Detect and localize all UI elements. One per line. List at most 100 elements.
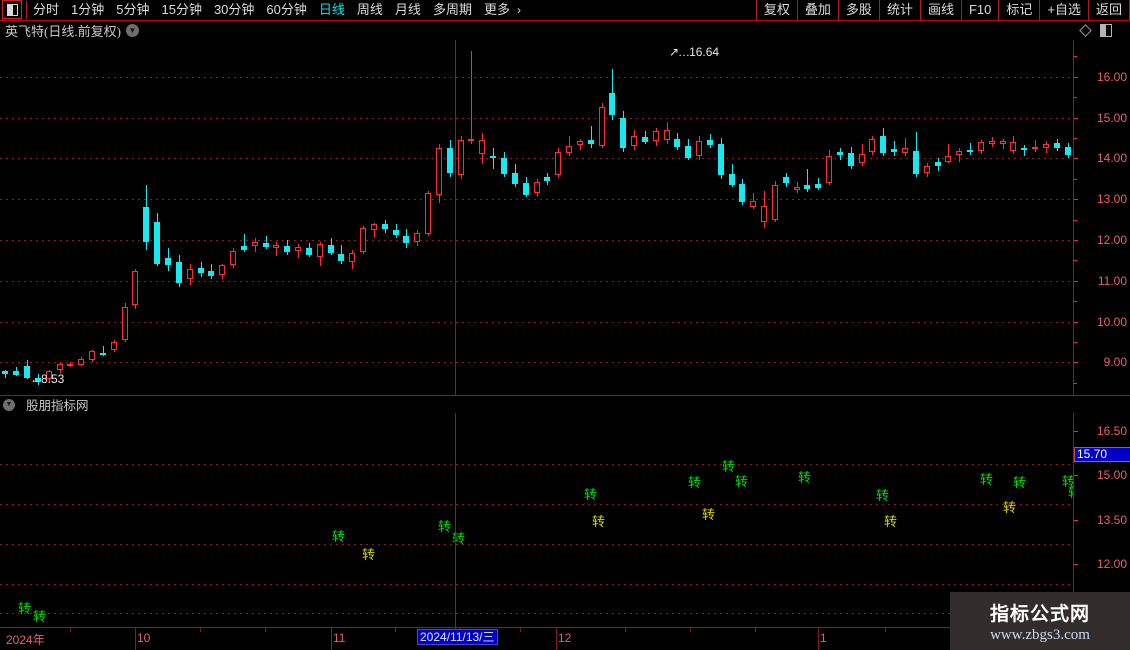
period-tab-2[interactable]: 5分钟 [116,2,150,17]
candlestick-plot[interactable]: ↗…16.64 ←8.53 [0,40,1073,395]
date-minor-tick [520,628,521,632]
toolbar-button-5[interactable]: F10 [960,0,998,20]
candle-body [317,244,323,258]
candle-body [512,172,518,184]
gridline [0,240,1073,241]
period-tab-4[interactable]: 30分钟 [213,2,255,17]
signal-marker: 转 [688,476,702,491]
candle-body [143,207,149,242]
toolbar-button-0[interactable]: 复权 [755,0,797,20]
axis-tick [1074,118,1078,119]
candle-body [122,307,128,340]
axis-tick [1074,240,1078,241]
period-tab-7[interactable]: 周线 [356,2,383,17]
candle-body [609,93,615,116]
candle-body [935,162,941,166]
signal-marker: 转 [584,488,598,503]
candle-body [284,246,290,253]
candle-body [783,176,789,183]
candle-body [501,158,507,174]
candle-wick [244,233,245,253]
split-panel-icon[interactable] [2,0,22,19]
candle-body [772,184,778,220]
indicator-plot[interactable]: 转转转转转转转转转转转转转转转转转转转转 [0,413,1073,635]
chevron-down-circle-icon[interactable]: ▼ [3,398,15,411]
toolbar-button-4[interactable]: 画线 [919,0,961,20]
candle-body [490,156,496,159]
gridline [0,199,1073,200]
candle-body [555,152,561,176]
period-tab-5[interactable]: 60分钟 [266,2,307,17]
candle-body [1054,142,1060,149]
candle-body [1010,142,1016,151]
date-minor-tick [200,628,201,632]
candle-body [295,247,301,252]
toolbar-button-1[interactable]: 叠加 [796,0,838,20]
toolbar-button-7[interactable]: +自选 [1039,0,1088,20]
candle-body [978,142,984,151]
candle-body [436,148,442,196]
toolbar-button-3[interactable]: 统计 [878,0,920,20]
price-axis[interactable]: 16.00 15.00 14.00 13.00 12.00 11.00 10.00 9.00 [1073,40,1130,395]
toolbar-button-2[interactable]: 多股 [837,0,879,20]
page-title: 英飞特(日线.前复权) [5,24,121,39]
period-tab-6[interactable]: 日线 [318,2,345,17]
indicator-panel-header: ▼ 股朋指标网 [0,396,1130,413]
signal-marker: 转 [452,532,466,547]
candle-body [458,139,464,175]
candle-body [577,141,583,146]
period-tab-10[interactable]: 更多 [483,2,510,17]
period-tab-8[interactable]: 月线 [394,2,421,17]
signal-marker: 转 [876,489,890,504]
candle-body [198,267,204,274]
candle-body [468,138,474,142]
signal-marker: 转 [33,610,47,625]
candle-body [46,370,52,380]
date-minor-tick [885,628,886,632]
candle-wick [1003,138,1004,150]
toolbar-button-8[interactable]: 返回 [1087,0,1130,20]
period-tab-9[interactable]: 多周期 [432,2,472,17]
period-tab-0[interactable]: 分时 [33,2,60,17]
date-axis-label: 2024年 [6,633,45,647]
period-tab-1[interactable]: 1分钟 [71,2,105,17]
diamond-icon[interactable] [1079,24,1092,37]
more-chevron-icon[interactable]: › [516,3,521,17]
date-axis[interactable]: 2024年 10 11 12 1 2024/11/13/三 [0,627,1130,650]
candle-body [945,156,951,162]
signal-marker: 转 [362,548,376,563]
candle-wick [374,222,375,238]
period-tab-3[interactable]: 15分钟 [161,2,202,17]
candle-wick [493,148,494,169]
candle-body [761,206,767,222]
gridline [0,281,1073,282]
gridline [0,504,1073,505]
candle-body [956,150,962,156]
indicator-panel: ▼ 股朋指标网 转转转转转转转转转转转转转转转转转转转转 16.5015.001… [0,395,1130,635]
toolbar-button-6[interactable]: 标记 [998,0,1039,20]
candle-body [902,148,908,154]
price-axis-label: 13.00 [1096,192,1127,206]
candle-body [620,117,626,149]
candle-body [848,153,854,166]
signal-marker: 转 [1013,476,1027,491]
candle-body [869,138,875,153]
crosshair-vertical-line [455,413,456,635]
candle-body [241,246,247,251]
candle-body [674,138,680,147]
date-axis-label: 11 [333,631,346,645]
candle-body [403,235,409,244]
axis-tick [1074,199,1078,200]
date-tick [135,628,136,650]
gridline [0,158,1073,159]
chevron-down-circle-icon[interactable]: ▼ [125,24,139,37]
gridline [0,584,1073,585]
candle-body [349,253,355,263]
candle-body [371,224,377,230]
split-panel-icon[interactable] [1100,24,1112,37]
candle-body [989,141,995,145]
candle-body [252,241,258,247]
candle-body [859,154,865,164]
signal-marker: 转 [798,471,812,486]
candle-body [750,201,756,208]
